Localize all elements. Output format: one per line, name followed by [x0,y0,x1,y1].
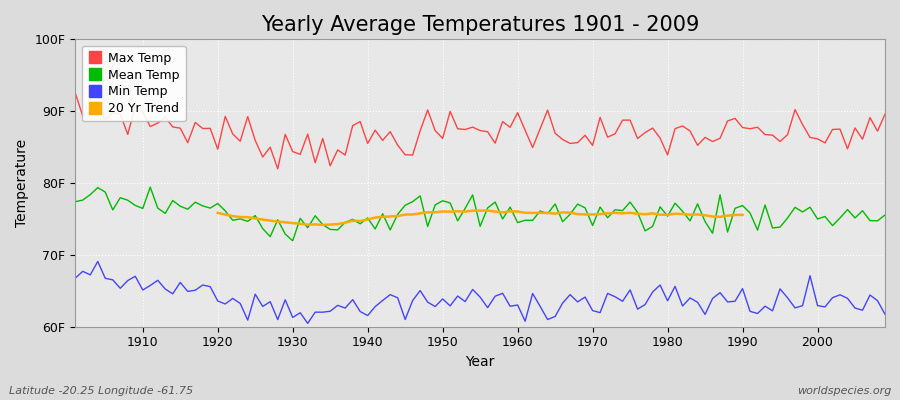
Max Temp [609,131,620,136]
Min Temp [879,312,890,317]
Mean Temp [527,218,538,223]
Line: Min Temp: Min Temp [76,262,885,323]
20 Yr Trend [482,208,493,213]
20 Yr Trend [737,212,748,217]
20 Yr Trend [318,222,328,227]
Min Temp [617,299,628,304]
Max Temp [130,104,140,108]
Min Temp [93,259,104,264]
Mean Temp [130,203,140,208]
Mean Temp [355,221,365,226]
Mean Temp [310,213,320,218]
Text: Latitude -20.25 Longitude -61.75: Latitude -20.25 Longitude -61.75 [9,386,194,396]
Title: Yearly Average Temperatures 1901 - 2009: Yearly Average Temperatures 1901 - 2009 [261,15,699,35]
Line: Max Temp: Max Temp [76,93,885,169]
20 Yr Trend [699,213,710,218]
20 Yr Trend [474,208,485,213]
20 Yr Trend [228,214,238,218]
Line: Mean Temp: Mean Temp [76,187,885,241]
Max Temp [347,123,358,128]
Min Temp [527,291,538,296]
Mean Temp [519,218,530,223]
X-axis label: Year: Year [465,355,495,369]
Max Temp [273,166,284,171]
Mean Temp [879,212,890,217]
Max Temp [512,110,523,115]
Text: worldspecies.org: worldspecies.org [796,386,891,396]
Mean Temp [617,208,628,213]
Min Temp [138,288,148,292]
Mean Temp [287,238,298,243]
Min Temp [310,310,320,314]
20 Yr Trend [722,213,733,218]
20 Yr Trend [212,210,223,215]
Mean Temp [70,199,81,204]
Min Temp [302,321,313,326]
Min Temp [70,276,81,280]
Max Temp [519,128,530,133]
Y-axis label: Temperature: Temperature [15,139,29,227]
Legend: Max Temp, Mean Temp, Min Temp, 20 Yr Trend: Max Temp, Mean Temp, Min Temp, 20 Yr Tre… [82,46,185,121]
20 Yr Trend [542,210,553,215]
Line: 20 Yr Trend: 20 Yr Trend [218,210,742,225]
Min Temp [519,319,530,324]
Mean Temp [145,185,156,190]
Max Temp [879,112,890,117]
20 Yr Trend [287,221,298,226]
Max Temp [70,90,81,95]
Min Temp [355,309,365,314]
Max Temp [302,132,313,136]
